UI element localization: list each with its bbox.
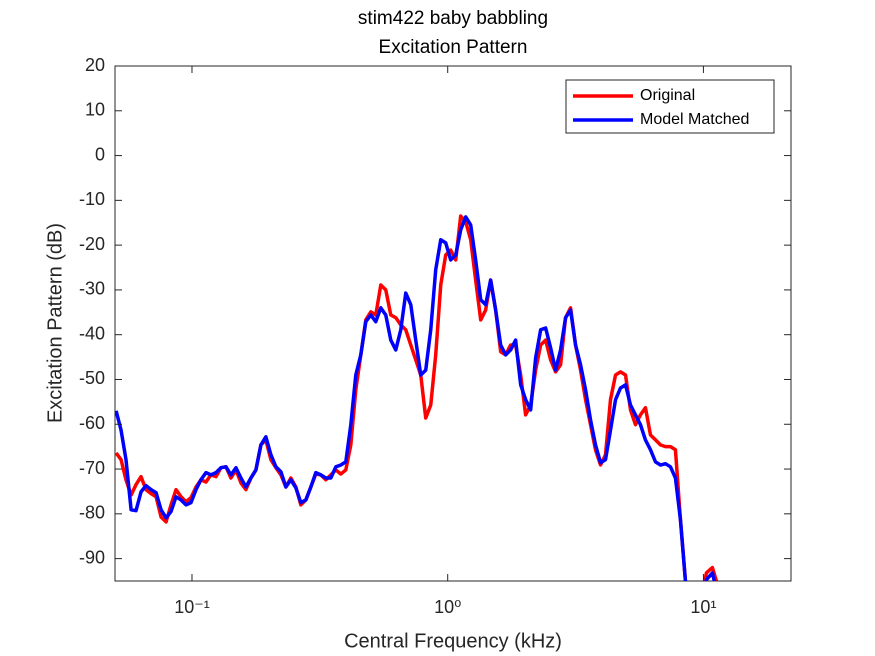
y-tick-label: -20: [79, 234, 105, 254]
y-tick-label: -60: [79, 413, 105, 433]
y-tick-label: 20: [85, 55, 105, 75]
y-tick-label: -70: [79, 458, 105, 478]
y-tick-label: -30: [79, 279, 105, 299]
y-tick-label: -50: [79, 368, 105, 388]
legend-label: Model Matched: [640, 111, 749, 128]
x-tick-label: 10¹: [690, 597, 716, 617]
y-tick-label: -90: [79, 547, 105, 567]
x-axis-title: Central Frequency (kHz): [344, 630, 562, 652]
y-tick-label: 0: [95, 144, 105, 164]
chart-subtitle: Excitation Pattern: [379, 37, 528, 58]
plot-area: [114, 65, 792, 582]
y-tick-label: 10: [85, 100, 105, 120]
data-line: [115, 215, 717, 581]
x-tick-label: 10⁰: [434, 597, 461, 617]
chart-title: stim422 baby babbling: [358, 8, 548, 29]
data-line: [115, 214, 719, 581]
y-tick-label: -10: [79, 189, 105, 209]
legend-box: [565, 79, 775, 134]
legend-label: Original: [640, 87, 695, 104]
y-tick-label: -80: [79, 503, 105, 523]
plot-lines: [115, 214, 719, 581]
y-tick-label: -40: [79, 323, 105, 343]
y-axis-title: Excitation Pattern (dB): [44, 223, 66, 423]
x-tick-label: 10⁻¹: [174, 597, 210, 617]
